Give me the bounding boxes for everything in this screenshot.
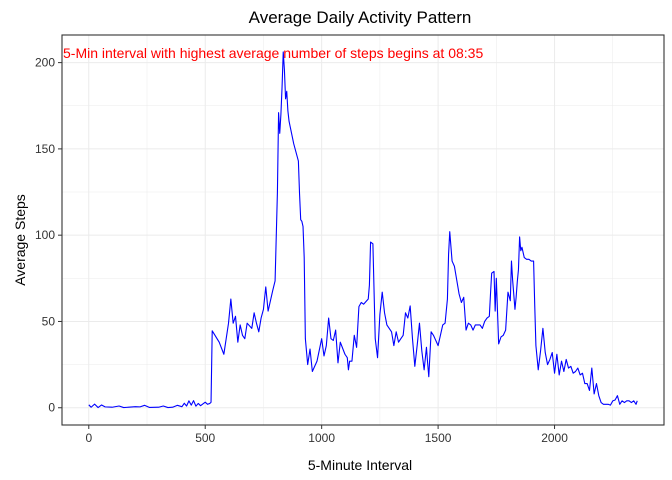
x-tick-label: 1000 bbox=[308, 431, 335, 445]
x-tick-label: 2000 bbox=[541, 431, 568, 445]
x-tick-label: 0 bbox=[85, 431, 92, 445]
grid-major bbox=[62, 35, 664, 425]
x-tick-label: 500 bbox=[195, 431, 215, 445]
plot-panel: 5-Min interval with highest average numb… bbox=[61, 34, 665, 426]
y-tick-label: 200 bbox=[35, 56, 55, 70]
y-axis-title: Average Steps bbox=[12, 194, 28, 286]
x-axis: 0 500 1000 1500 2000 bbox=[85, 425, 568, 445]
chart-title: Average Daily Activity Pattern bbox=[249, 8, 472, 27]
x-tick-label: 1500 bbox=[425, 431, 452, 445]
peak-interval-annotation: 5-Min interval with highest average numb… bbox=[63, 45, 483, 61]
panel-border bbox=[61, 34, 665, 426]
x-axis-title: 5-Minute Interval bbox=[308, 457, 412, 473]
y-tick-label: 100 bbox=[35, 228, 55, 242]
series-line-average-steps bbox=[88, 51, 638, 409]
grid-minor bbox=[62, 35, 664, 425]
y-tick-label: 0 bbox=[48, 401, 55, 415]
y-tick-label: 150 bbox=[35, 142, 55, 156]
y-axis: 0 50 100 150 200 bbox=[35, 56, 62, 415]
y-tick-label: 50 bbox=[42, 314, 56, 328]
